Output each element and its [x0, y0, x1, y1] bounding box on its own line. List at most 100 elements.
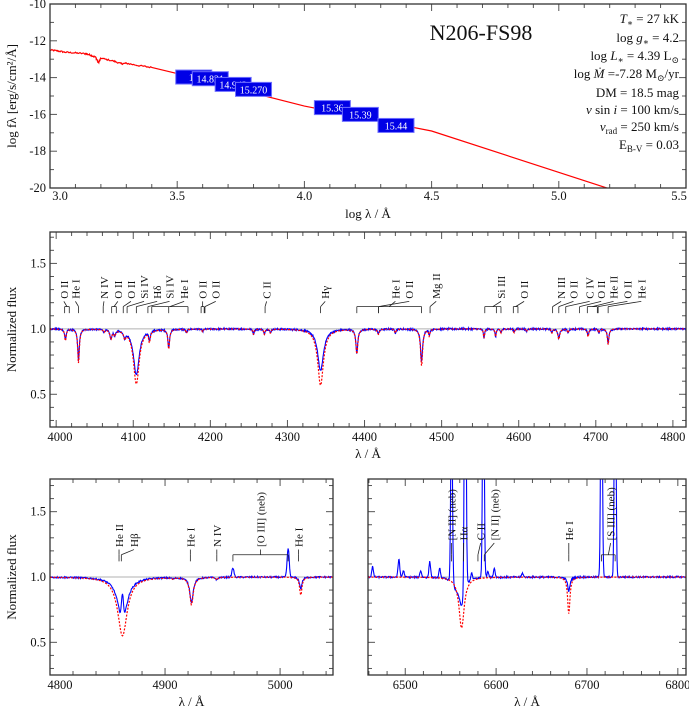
line-annotation: He I	[185, 527, 197, 562]
line-annotation: [O III] (neb)	[232, 492, 289, 562]
model-spectrum-line	[368, 576, 686, 630]
panel-1: 3.0 3.5 4.0 4.5 5.0 5.5 -10 -12 -14 -16 -18 -20 log …	[4, 0, 687, 221]
annotation-label: Mg II	[431, 273, 443, 299]
x-axis-title: λ / Å	[179, 694, 205, 709]
annotation-connector	[126, 300, 145, 307]
x-axis-title: λ / Å	[514, 694, 540, 709]
x-tick-label: 6800	[665, 678, 689, 692]
parameter-part: = 27 kK	[633, 11, 680, 26]
annotation-label: O II	[519, 280, 531, 298]
annotation-label: O II	[198, 280, 210, 298]
annotation-connector	[204, 301, 216, 307]
y-tick-label: 1.0	[30, 570, 46, 584]
x-tick-label: 4.0	[297, 189, 313, 203]
x-tick-label: 4300	[275, 430, 300, 444]
annotation-connector	[147, 300, 170, 307]
photometry-marker	[341, 106, 379, 122]
line-annotation: C IV	[565, 277, 597, 314]
line-annotation: [N II] (neb)	[483, 489, 501, 562]
observed-spectrum-line	[50, 548, 333, 614]
line-annotation: O II	[512, 280, 531, 314]
plot-area	[50, 548, 333, 637]
x-tick-label: 5000	[268, 678, 293, 692]
annotation-connector	[552, 301, 562, 307]
line-annotation: C II	[262, 281, 274, 314]
parameter-line: v sin i = 100 km/s	[586, 102, 679, 117]
x-tick-label: 4600	[506, 430, 531, 444]
annotation-connector	[565, 300, 590, 307]
x-axis-title: λ / Å	[355, 446, 381, 461]
plot-frame	[49, 3, 687, 189]
parameter-part: log	[590, 48, 610, 63]
annotation-connector	[483, 542, 495, 556]
model-spectrum-line	[50, 328, 686, 387]
annotation-connector	[579, 300, 602, 307]
annotation-label: Hβ	[129, 533, 141, 547]
annotation-label: Si IV	[139, 275, 151, 299]
annotation-label: He I	[390, 279, 402, 299]
y-tick-label: 1.0	[30, 322, 46, 336]
annotation-connector	[477, 542, 482, 555]
annotation-label: Si IV	[164, 275, 176, 299]
line-annotation: O II	[198, 280, 210, 314]
parameter-part: log	[616, 30, 636, 45]
annotation-connector	[320, 301, 326, 307]
parameter-part: = 250 km/s	[617, 119, 679, 134]
annotation-label: O II	[596, 280, 608, 298]
parameter-line: log Ṁ =-7.28 M⊙/yr	[574, 66, 680, 83]
parameter-line: log L∗ = 4.39 L⊙	[590, 48, 679, 65]
annotation-connector	[608, 300, 642, 307]
annotation-label: N IV	[99, 276, 111, 298]
annotation-label: N IV	[212, 525, 224, 547]
y-tick-label: -10	[29, 0, 46, 11]
x-tick-label: 6500	[393, 678, 418, 692]
parameter-part: i	[614, 102, 618, 117]
parameter-part: log	[574, 66, 594, 81]
line-annotation: [N II] (neb)	[447, 489, 459, 562]
x-tick-label: 4000	[48, 430, 73, 444]
line-annotation: O II	[597, 280, 634, 314]
annotation-label: He I	[70, 279, 82, 299]
annotation-label: C II	[262, 281, 274, 299]
photometry-label: 14.942	[219, 80, 247, 91]
parameter-part: v	[600, 119, 606, 134]
x-tick-label: 4.5	[424, 189, 440, 203]
annotation-label: He II	[114, 524, 126, 547]
x-tick-label: 4700	[583, 430, 608, 444]
parameter-part: ∗	[627, 18, 633, 28]
photometry-box: 15.39	[341, 106, 379, 122]
y-tick-label: 0.5	[30, 635, 46, 649]
chart-title: N206-FS98	[430, 20, 533, 45]
annotation-connector	[102, 301, 105, 307]
annotation-label: O II	[59, 280, 71, 298]
parameter-part: ⊙	[657, 73, 665, 83]
annotation-label: O II	[113, 280, 125, 298]
photometry-box: 15.44	[377, 117, 415, 133]
parameter-part: rad	[606, 126, 618, 136]
y-axis-title: log fλ [erg/s/cm²/Å]	[4, 44, 19, 148]
annotation-label: He I	[293, 527, 305, 547]
x-tick-label: 4400	[352, 430, 377, 444]
plot-frame	[49, 478, 334, 676]
line-annotation: He II	[114, 524, 126, 562]
line-annotation: O II	[558, 280, 580, 314]
annotation-connector	[607, 542, 611, 555]
parameter-line: vrad = 250 km/s	[600, 119, 679, 136]
annotation-connector	[378, 300, 410, 307]
plot-area	[50, 325, 686, 387]
y-tick-label: 0.5	[30, 387, 46, 401]
line-annotation: O II	[579, 280, 608, 314]
model-sed-line	[50, 48, 609, 188]
observed-spectrum-line	[50, 325, 686, 376]
observed-spectrum-line	[368, 479, 686, 606]
parameter-part: T	[620, 11, 628, 26]
x-tick-label: 4200	[198, 430, 223, 444]
annotation-label: O II	[211, 280, 223, 298]
line-annotation: [S III] (neb)	[601, 487, 618, 562]
annotation-label: He I	[179, 279, 191, 299]
x-tick-label: 4500	[429, 430, 454, 444]
line-annotation: He II	[586, 276, 621, 314]
x-tick-label: 4900	[153, 678, 178, 692]
parameter-part: =-7.28 M	[605, 66, 658, 81]
line-annotation: He I	[564, 521, 576, 562]
